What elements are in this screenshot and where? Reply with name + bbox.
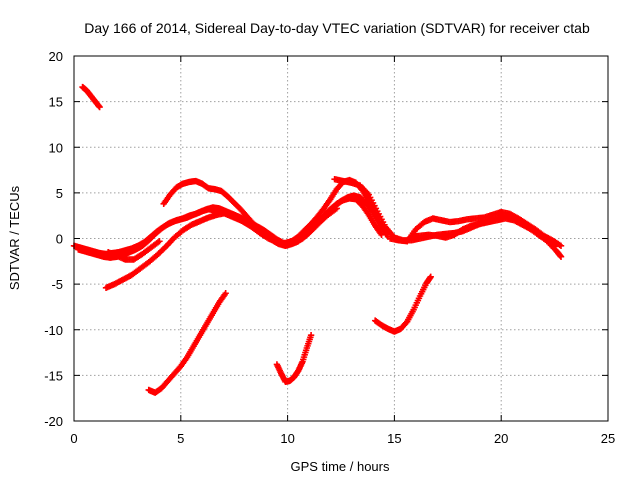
chart-title: Day 166 of 2014, Sidereal Day-to-day VTE… (84, 20, 590, 36)
data-point (222, 290, 229, 297)
x-axis-label: GPS time / hours (291, 459, 390, 474)
series-track-1 (79, 83, 103, 111)
y-tick-label: -10 (44, 323, 63, 338)
data-point (557, 253, 565, 260)
y-tick-label: -5 (51, 277, 63, 292)
data-point (557, 242, 565, 249)
tick-labels: 0 5 10 15 20 25 -20 -15 -10 -5 0 5 10 15 20 (44, 49, 615, 446)
data-point (378, 231, 385, 239)
data-point (333, 205, 340, 212)
x-tick-label: 15 (387, 431, 401, 446)
data-point (156, 238, 163, 245)
y-tick-label: 20 (49, 49, 63, 64)
series-track-12 (371, 273, 434, 335)
y-axis-label: SDTVAR / TECUs (7, 185, 22, 290)
data-point (427, 273, 434, 281)
x-tick-label: 20 (494, 431, 508, 446)
series-track-9 (104, 238, 163, 263)
y-tick-label: -15 (44, 368, 63, 383)
x-tick-label: 25 (601, 431, 615, 446)
x-tick-label: 0 (70, 431, 77, 446)
y-tick-label: 15 (49, 95, 63, 110)
data-point (307, 332, 315, 339)
series-track-11 (273, 332, 315, 385)
series-track-10 (145, 290, 229, 396)
grid (74, 56, 608, 421)
data-points (70, 83, 565, 396)
y-tick-label: 5 (56, 186, 63, 201)
y-tick-label: -20 (44, 414, 63, 429)
x-tick-label: 10 (280, 431, 294, 446)
data-point (96, 103, 103, 111)
x-tick-label: 5 (177, 431, 184, 446)
y-tick-label: 0 (56, 232, 63, 247)
y-tick-label: 10 (49, 140, 63, 155)
series-track-8 (408, 215, 565, 260)
plot-frame (73, 55, 609, 422)
